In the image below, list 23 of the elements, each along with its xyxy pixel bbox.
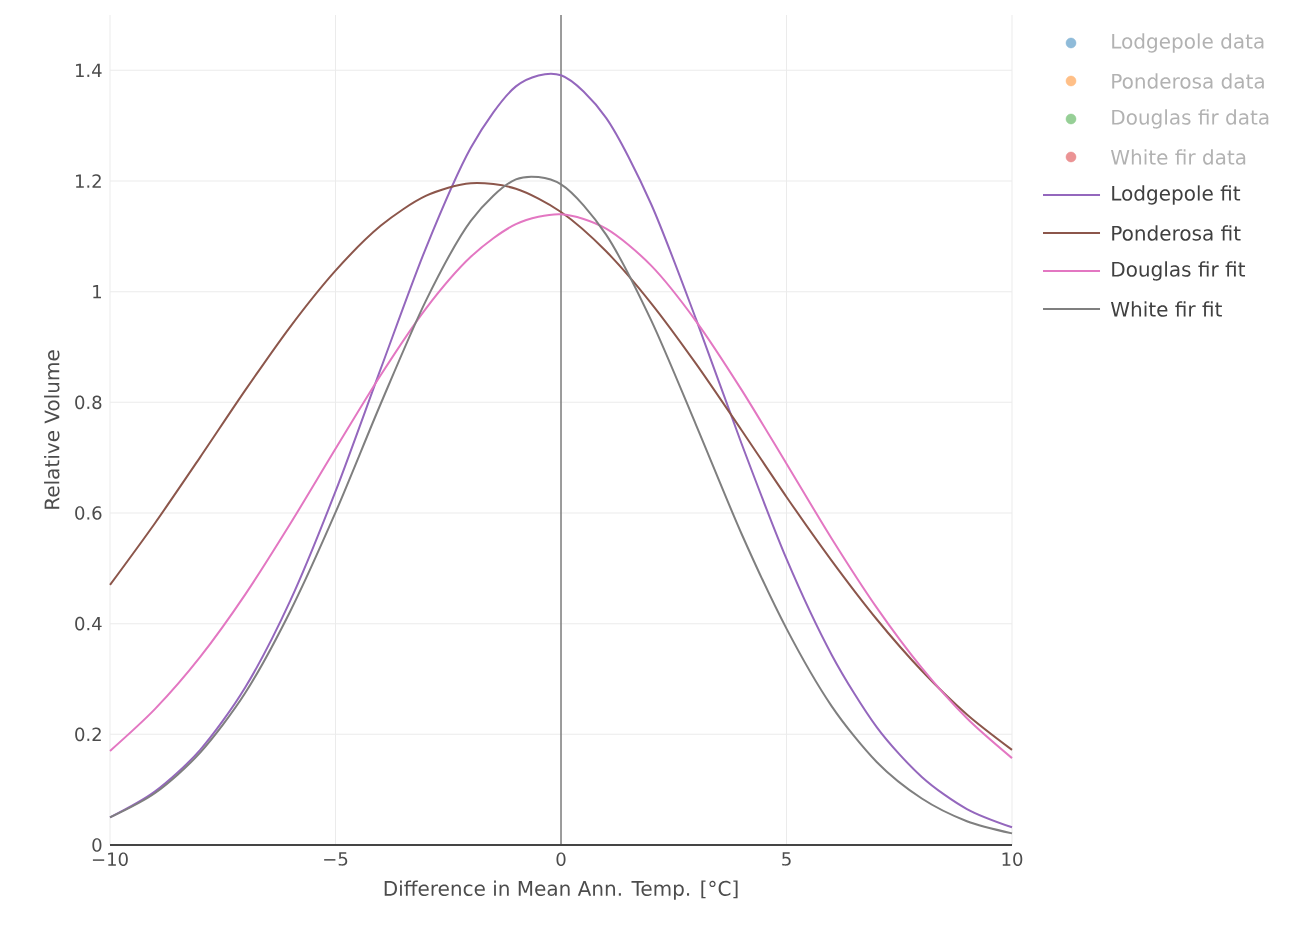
- x-tick-label: −5: [324, 852, 348, 866]
- legend-label: White fir data: [1110, 149, 1246, 165]
- y-tick-label: 1.2: [75, 174, 101, 188]
- y-tick-label: 0.6: [75, 506, 102, 520]
- y-axis-title: Relative Volume: [44, 350, 60, 509]
- y-tick-label: 1.4: [75, 63, 102, 77]
- x-tick-label: 10: [1002, 852, 1023, 866]
- legend-label: Douglas fir fit: [1112, 261, 1246, 281]
- y-tick-label: 1: [93, 285, 101, 299]
- legend-label: Douglas fir data: [1112, 109, 1269, 129]
- x-axis-title: Difference in Mean Ann. Temp. [°C]: [384, 880, 738, 900]
- x-tick-label: 5: [782, 852, 791, 866]
- legend-label: Ponderosa data: [1112, 73, 1264, 89]
- y-tick-label: 0.8: [75, 395, 102, 410]
- y-tick-label: 0.2: [75, 727, 101, 742]
- x-tick-label: 0: [556, 852, 566, 866]
- legend-label: Lodgepole data: [1112, 33, 1264, 53]
- legend-label: Lodgepole fit: [1112, 185, 1241, 205]
- legend-label: Ponderosa fit: [1112, 225, 1241, 241]
- x-tick-label: −10: [92, 852, 128, 866]
- y-tick-label: 0.4: [75, 616, 102, 631]
- y-tick-label: 0: [92, 838, 102, 852]
- legend-label: White fir fit: [1110, 301, 1222, 317]
